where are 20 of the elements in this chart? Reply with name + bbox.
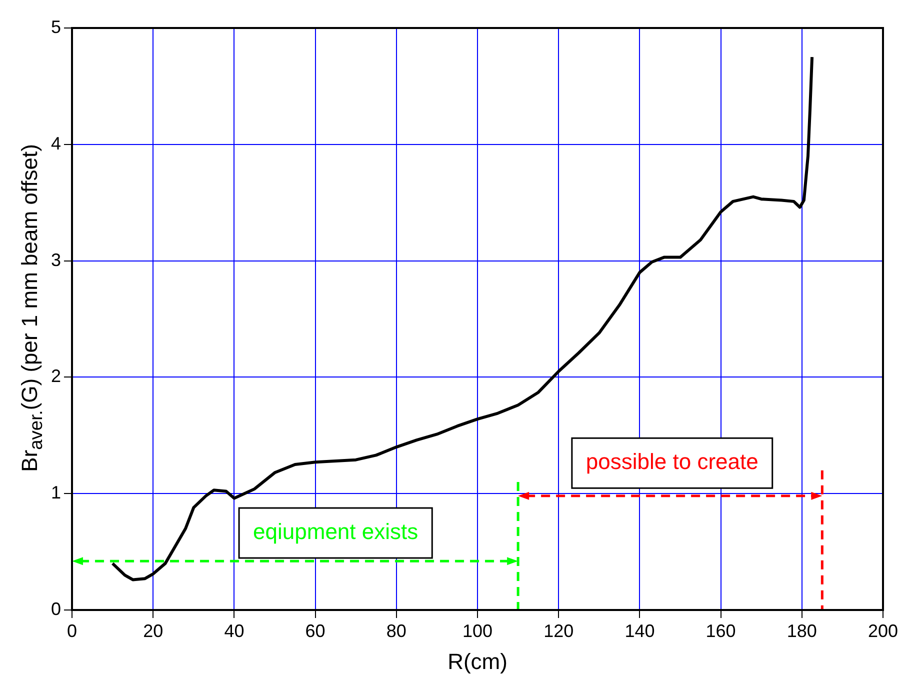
x-tick-label: 120 [544,620,574,641]
ref-line-label: eqiupment exists [253,519,418,544]
y-tick-label: 2 [50,366,62,386]
x-tick-label: 100 [462,620,493,641]
y-tick-label: 3 [50,250,62,270]
y-tick-label: 5 [50,16,62,37]
x-tick-label: 200 [868,620,898,641]
x-tick-label: 0 [67,620,78,641]
x-tick-label: 160 [706,620,736,641]
y-tick-label: 1 [50,482,62,503]
x-tick-label: 20 [143,620,164,641]
x-tick-label: 40 [224,620,244,641]
x-tick-label: 140 [624,620,655,641]
x-tick-label: 180 [786,620,817,641]
x-axis-title: R(cm) [448,648,508,674]
x-tick-label: 80 [386,620,406,641]
ref-line-label: possible to create [586,449,758,474]
y-tick-label: 4 [50,133,62,154]
x-tick-label: 60 [305,620,326,641]
y-tick-label: 0 [50,598,62,619]
